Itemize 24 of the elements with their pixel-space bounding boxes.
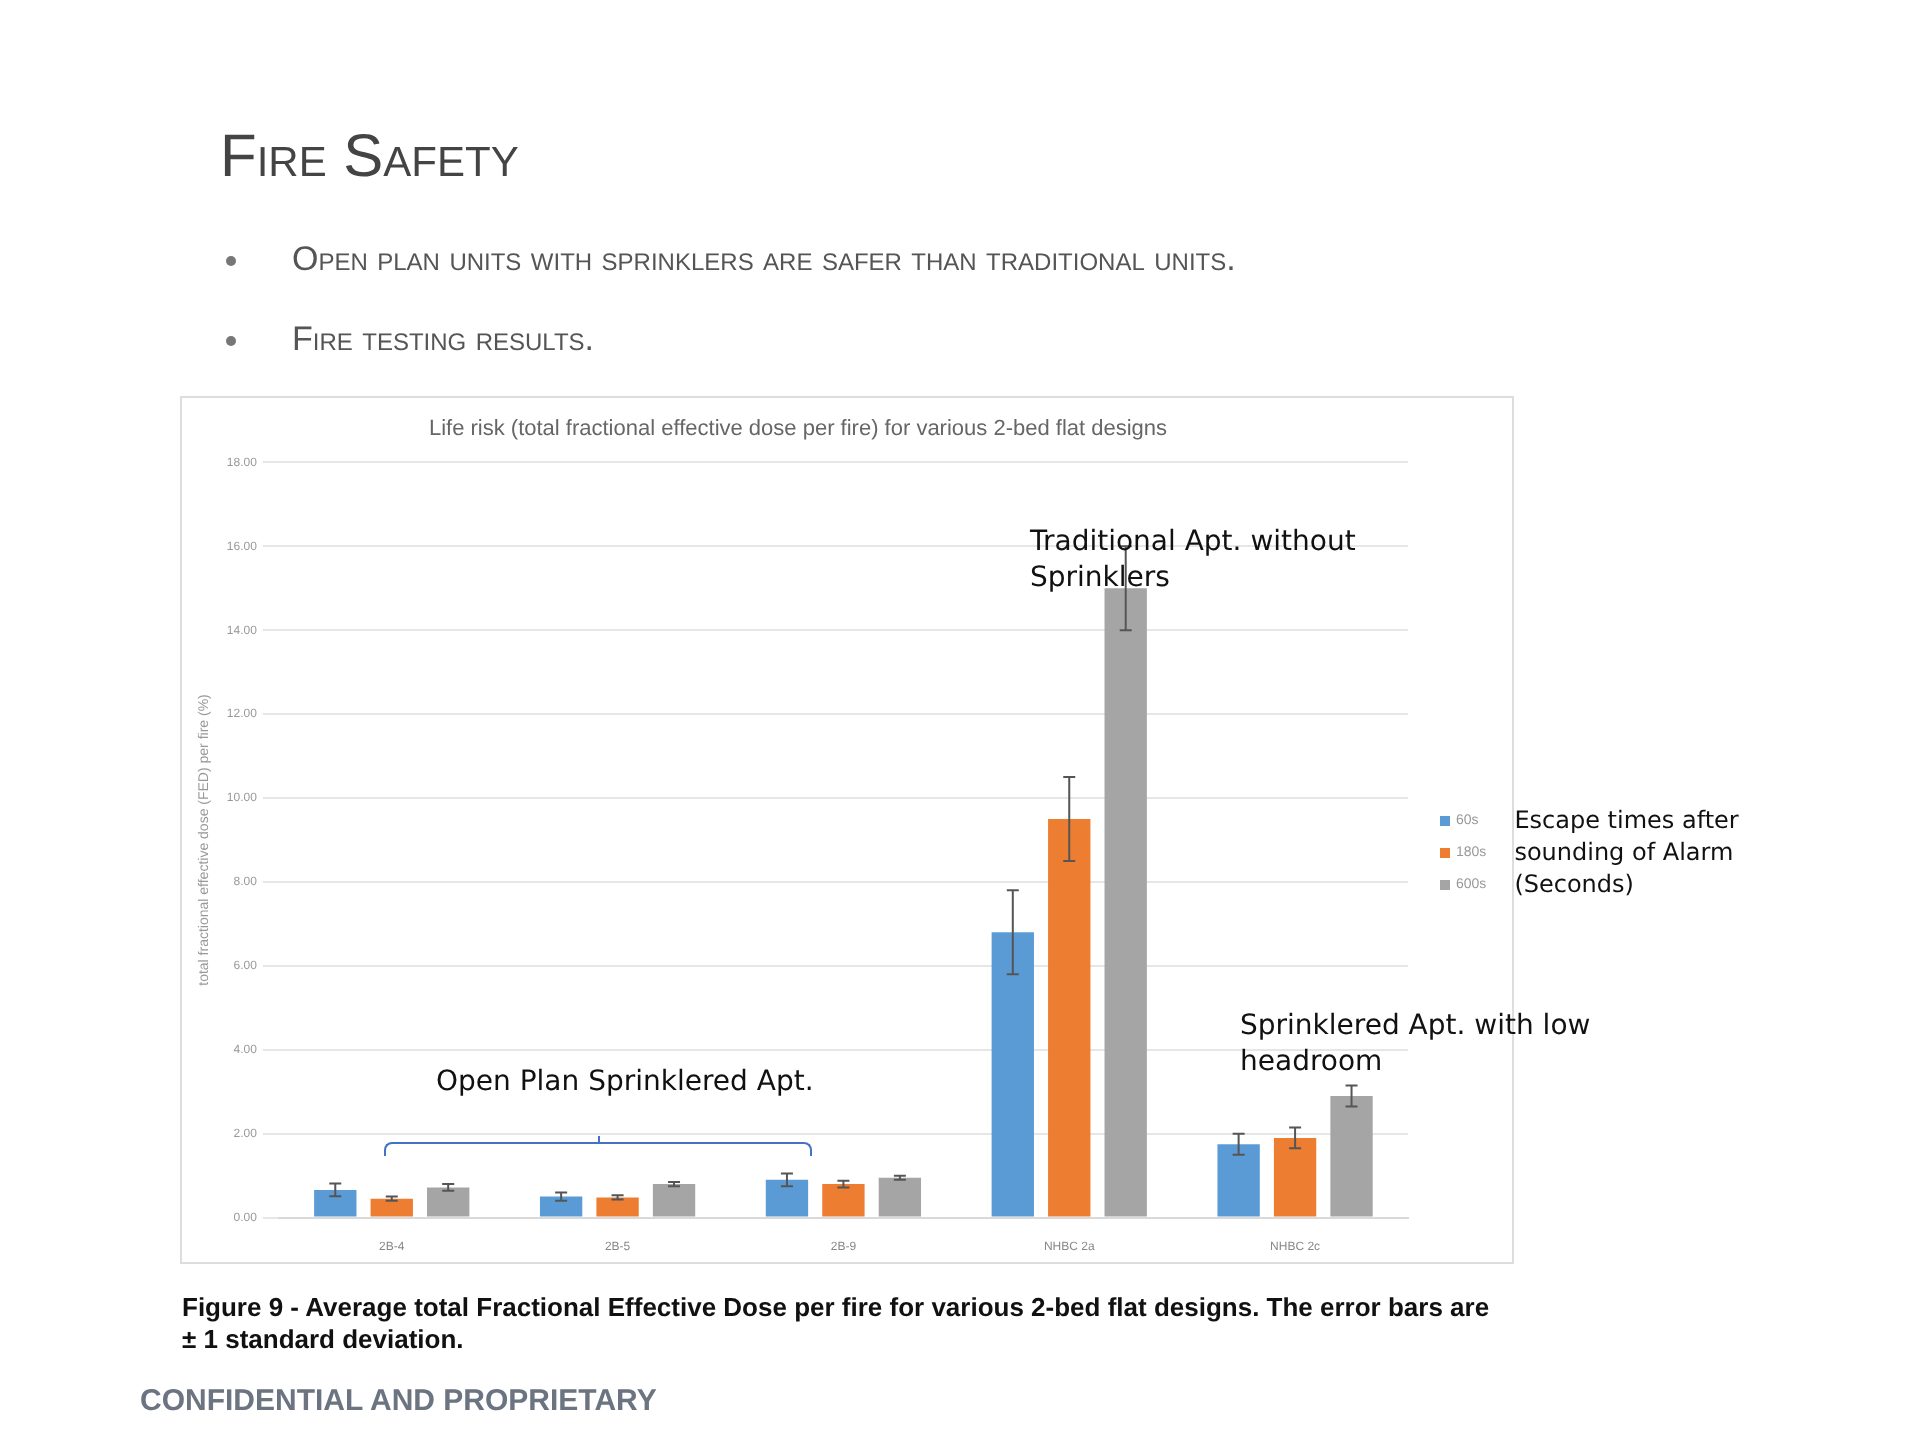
bar — [427, 1187, 470, 1217]
text: CONFIDENTIAL AND PROPRIETARY — [140, 1384, 657, 1418]
bar — [1104, 588, 1147, 1217]
bar — [878, 1177, 922, 1217]
chart-title: Fire Safety — [220, 124, 519, 192]
text: Open plan units with sprinklers are safer than traditional units. — [292, 240, 1236, 278]
bar — [991, 932, 1034, 1217]
caption: Figure 9 - Average total Fractional Effective Dose per fire for various 2-bed flat designs. The error bars are ± 1 standard deviation. — [182, 1292, 1492, 1356]
annotation: Open Plan Sprinklered Apt. — [436, 1064, 816, 1100]
bar — [1217, 1144, 1260, 1217]
annotation: Sprinklered Apt. with low headroom — [1240, 1008, 1593, 1080]
text: Fire testing results. — [292, 320, 595, 358]
chart-subtitle: Life risk (total fractional effective dose per fire) for various 2-bed flat designs — [428, 417, 1169, 442]
bar — [822, 1184, 865, 1217]
bar — [765, 1179, 809, 1217]
bar — [314, 1189, 357, 1217]
bar — [596, 1197, 639, 1217]
bar — [1048, 819, 1091, 1217]
bar — [370, 1198, 413, 1217]
bar — [539, 1196, 583, 1217]
bar — [652, 1184, 696, 1217]
legend-title: Escape times after sounding of Alarm (Seconds) — [1514, 804, 1741, 900]
bar — [1273, 1137, 1317, 1217]
bar — [1330, 1095, 1373, 1217]
